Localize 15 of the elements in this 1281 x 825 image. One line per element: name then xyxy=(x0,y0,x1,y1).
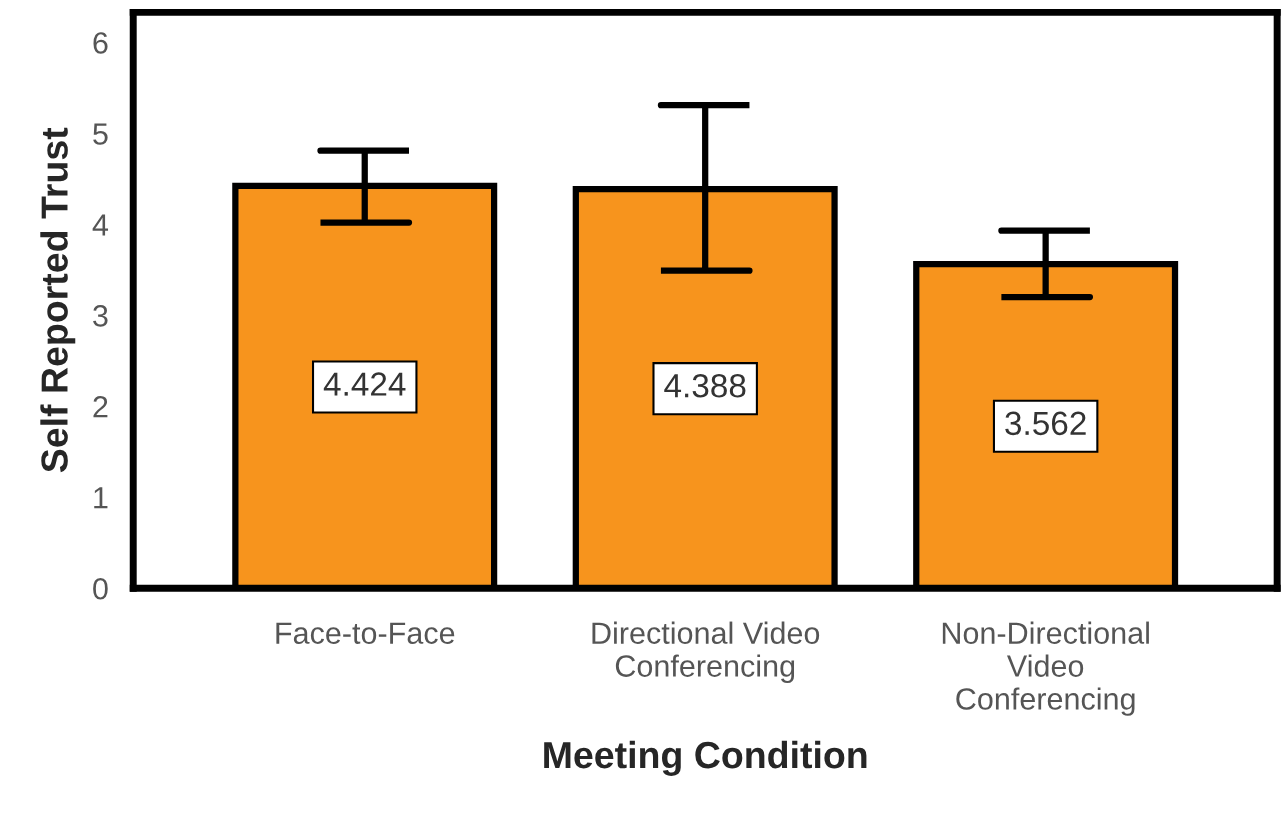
y-tick-label: 0 xyxy=(93,577,108,600)
x-tick-label: Directional Video Conferencing xyxy=(592,621,820,683)
y-tick-label: 6 xyxy=(93,32,108,54)
x-tick-label: Non-Directional Video Conferencing xyxy=(942,621,1149,716)
x-tick-label: Face-to-Face xyxy=(276,622,455,644)
y-tick-label: 5 xyxy=(93,123,108,145)
y-tick-label: 4 xyxy=(92,214,109,236)
y-tick-label: 2 xyxy=(93,396,108,418)
data-label: 3.562 xyxy=(1005,411,1086,436)
y-axis-title: Self Reported Trust xyxy=(40,127,76,473)
data-label: 4.388 xyxy=(664,373,746,398)
y-tick-label: 1 xyxy=(94,487,108,509)
x-axis-title: Meeting Condition xyxy=(544,740,867,776)
y-tick-label: 3 xyxy=(93,305,108,327)
data-label: 4.424 xyxy=(323,372,406,396)
